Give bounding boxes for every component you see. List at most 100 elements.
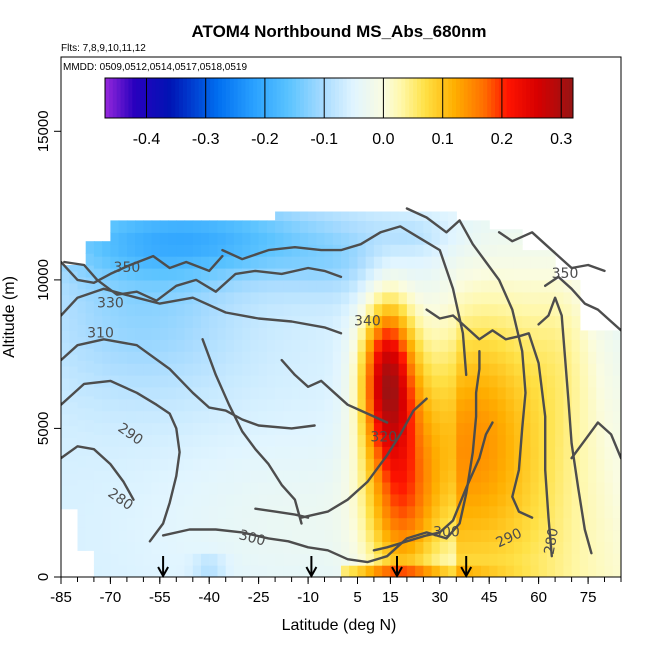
heatmap-cell <box>85 241 95 254</box>
heatmap-cell <box>349 291 358 305</box>
heatmap-cell <box>299 386 309 400</box>
heatmap-cell <box>571 339 581 352</box>
heatmap-cell <box>126 553 136 566</box>
heatmap-cell <box>159 493 169 507</box>
heatmap-cell <box>579 339 589 352</box>
heatmap-cell <box>275 541 284 554</box>
heatmap-cell <box>118 410 128 424</box>
heatmap-cell <box>77 538 87 551</box>
heatmap-cell <box>93 244 103 257</box>
heatmap-cell <box>538 505 548 519</box>
heatmap-cell <box>341 517 350 531</box>
heatmap-cell <box>497 422 507 435</box>
heatmap-cell <box>497 553 507 566</box>
heatmap-cell <box>258 339 268 352</box>
heatmap-cell <box>481 458 490 471</box>
heatmap-cell <box>258 374 268 388</box>
heatmap-cell <box>77 407 87 421</box>
heatmap-cell <box>61 294 70 308</box>
heatmap-cell <box>110 291 120 305</box>
heatmap-cell <box>266 541 276 554</box>
heatmap-cell <box>209 410 218 424</box>
heatmap-cell <box>291 363 301 376</box>
heatmap-cell <box>250 327 260 340</box>
heatmap-cell <box>110 541 120 554</box>
heatmap-cell <box>505 422 515 435</box>
heatmap-cell <box>126 279 136 293</box>
heatmap-cell <box>151 553 161 566</box>
heatmap-cell <box>118 386 128 400</box>
heatmap-cell <box>530 422 540 435</box>
x-tick-label: 45 <box>481 589 498 606</box>
heatmap-cell <box>250 374 260 388</box>
heatmap-cell <box>316 434 326 447</box>
heatmap-cell <box>143 410 153 424</box>
isentrope-contours <box>61 207 621 564</box>
heatmap-cell <box>85 360 95 373</box>
heatmap-cell <box>530 493 540 507</box>
heatmap-cell <box>513 339 523 352</box>
heatmap-cell <box>481 565 490 577</box>
heatmap-cell <box>266 517 276 531</box>
heatmap-cell <box>555 327 564 340</box>
heatmap-cell <box>341 211 350 221</box>
heatmap-cell <box>201 493 210 507</box>
heatmap-cell <box>481 303 490 317</box>
colorbar-segment <box>307 78 313 118</box>
heatmap-cell <box>596 434 606 447</box>
heatmap-cell <box>93 268 103 281</box>
heatmap-cell <box>151 529 161 542</box>
colorbar-segment <box>436 78 441 118</box>
heatmap-cell <box>357 244 367 257</box>
heatmap-cell <box>126 303 136 317</box>
heatmap-cell <box>266 268 276 281</box>
heatmap-cell <box>168 565 177 577</box>
heatmap-cell <box>571 529 581 542</box>
heatmap-cell <box>266 410 276 424</box>
heatmap-cell <box>596 565 606 577</box>
heatmap-cell <box>481 291 490 305</box>
heatmap-cell <box>143 458 153 471</box>
heatmap-cell <box>283 303 293 317</box>
heatmap-cell <box>448 256 457 269</box>
isentrope-line <box>544 275 621 332</box>
heatmap-cell <box>571 351 581 364</box>
heatmap-cell <box>472 291 482 305</box>
heatmap-cell <box>135 327 144 340</box>
heatmap-cell <box>365 398 375 412</box>
heatmap-cell <box>341 458 350 471</box>
heatmap-cell <box>571 386 581 400</box>
heatmap-cell <box>275 232 284 245</box>
heatmap-cell <box>102 256 111 269</box>
heatmap-cell <box>423 211 433 221</box>
heatmap-cell <box>489 374 498 388</box>
heatmap-cell <box>538 470 548 483</box>
heatmap-cell <box>324 398 334 412</box>
heatmap-cell <box>513 422 523 435</box>
heatmap-cell <box>439 565 449 577</box>
heatmap-cell <box>324 481 334 495</box>
heatmap-cell <box>143 339 153 352</box>
heatmap-cell <box>456 505 466 519</box>
heatmap-cell <box>192 374 202 388</box>
heatmap-cell <box>505 339 515 352</box>
heatmap-cell <box>102 327 111 340</box>
heatmap-cell <box>217 481 227 495</box>
heatmap-cell <box>563 410 573 424</box>
heatmap-cell <box>192 303 202 317</box>
heatmap-cell <box>489 386 498 400</box>
heatmap-cell <box>69 473 78 486</box>
heatmap-cell <box>415 220 424 233</box>
heatmap-cell <box>382 565 391 577</box>
heatmap-cell <box>349 505 358 519</box>
heatmap-cell <box>398 232 408 245</box>
heatmap-cell <box>308 410 317 424</box>
heatmap-cell <box>596 553 606 566</box>
heatmap-cell <box>563 529 573 542</box>
heatmap-cell <box>85 348 95 361</box>
heatmap-cell <box>373 244 383 257</box>
heatmap-cell <box>192 268 202 281</box>
heatmap-cell <box>489 410 498 424</box>
isentrope-line <box>61 445 135 501</box>
heatmap-cell <box>431 303 441 317</box>
